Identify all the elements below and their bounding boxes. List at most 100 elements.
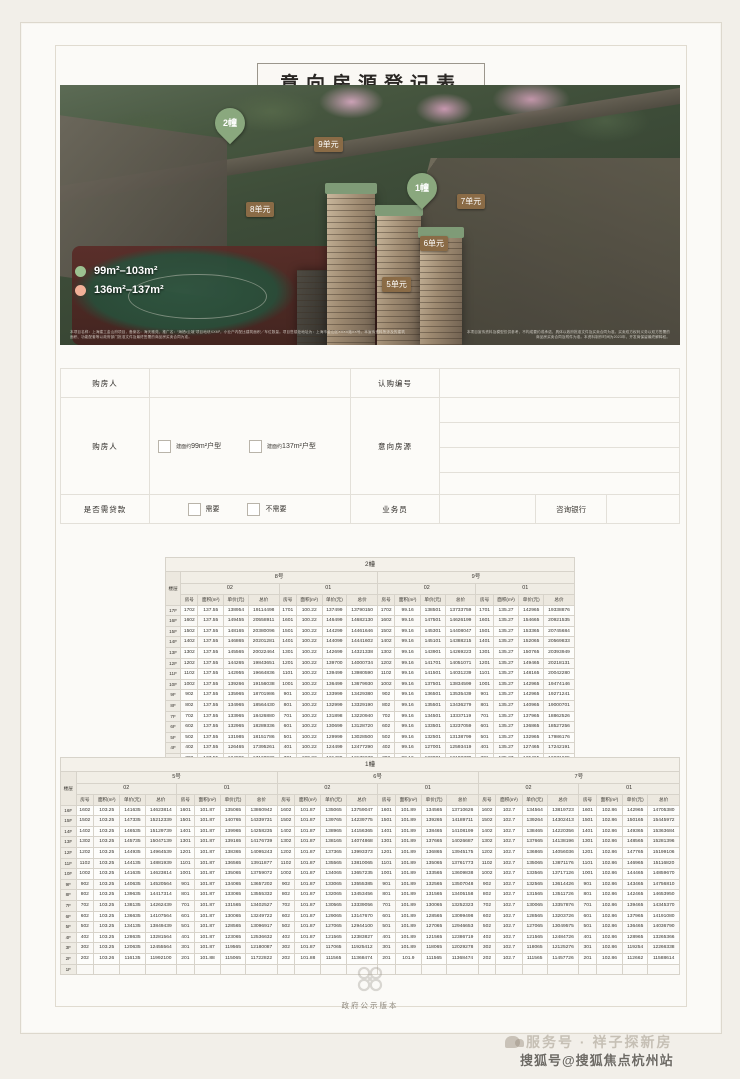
checkbox-option-137[interactable]: 建面约137m²户型 [249, 439, 316, 453]
data-cell: 702 [75, 899, 95, 912]
data-cell: 14220356 [546, 825, 580, 838]
floor-cell: 3F [60, 942, 77, 954]
unit-header: 8号 [180, 571, 379, 584]
checkbox-icon[interactable] [187, 502, 201, 516]
data-cell: 13203726 [546, 910, 580, 923]
intent-line[interactable] [440, 448, 679, 473]
intent-line[interactable] [440, 473, 679, 497]
building-header: 1幢 [60, 757, 680, 772]
data-cell: 13945175 [446, 846, 479, 859]
data-cell: 1401 [278, 636, 297, 648]
floor-cell: 16F [164, 615, 182, 627]
data-cell: 1202 [377, 657, 396, 670]
table-row: 11F 1102 103.25 144135 14881939 1101 101.87 136… [60, 857, 680, 870]
data-cell: 140765 [219, 815, 247, 827]
data-cell: 135065 [521, 857, 548, 870]
data-cell: 15116820 [647, 857, 680, 870]
intent-line[interactable] [440, 423, 679, 448]
data-cell: 14189711 [446, 815, 479, 827]
checkbox-icon[interactable] [247, 502, 261, 516]
field-buyer-name[interactable] [149, 368, 351, 398]
data-cell: 15281396 [647, 836, 680, 848]
table-row: 12F 1202 137.55 144265 19843651 1201 100.22 139… [164, 657, 575, 670]
data-cell: 102.7 [495, 899, 523, 912]
data-cell: 14000734 [346, 657, 379, 670]
data-cell: 137.55 [197, 657, 225, 670]
table-row: 7F 702 103.25 138135 14262439 701 101.87 131565… [60, 899, 680, 912]
price-table-building-2: 2幢 楼层 8号 9号 02 01 02 01 房号 面积(m²) 单价(元) 总价 房号 面积(m²) 单… [164, 557, 575, 786]
data-cell: 100.22 [295, 615, 323, 627]
data-cell: 14964539 [144, 846, 178, 859]
data-cell: 131985 [223, 731, 249, 744]
column-header: 面积(m²) [492, 594, 520, 606]
data-cell: 100.22 [295, 625, 323, 638]
field-consult-bank[interactable] [606, 495, 679, 523]
column-header: 单价(元) [521, 794, 548, 806]
table-row: 4F 402 137.55 126465 17395261 401 100.22 124499… [164, 742, 575, 754]
label-agent: 业务员 [350, 494, 440, 524]
data-cell: 138501 [419, 604, 446, 617]
floor-cell: 5F [164, 731, 182, 744]
checkbox-loan-yes[interactable]: 需要 [187, 502, 222, 516]
data-cell: 12029278 [446, 942, 479, 954]
data-cell: 801 [475, 699, 494, 712]
data-cell: 102.86 [595, 836, 624, 848]
data-cell: 142965 [518, 678, 545, 691]
field-agent-name[interactable] [440, 495, 537, 523]
data-cell: 13147670 [345, 910, 379, 923]
data-cell: 20042280 [543, 668, 575, 680]
data-cell: 137499 [321, 604, 348, 617]
data-cell: 103.25 [93, 836, 121, 848]
data-cell: 13405158 [446, 889, 479, 901]
floor-cell: 9F [60, 878, 77, 891]
data-cell: 13819723 [546, 804, 580, 817]
data-cell: 99.16 [394, 646, 421, 659]
column-header: 房号 [477, 794, 497, 806]
data-cell: 802 [477, 889, 497, 901]
data-cell: 145735 [119, 836, 146, 848]
checkbox-icon[interactable] [158, 439, 172, 453]
table-row: 17F 1702 137.55 138954 19114498 1701 100.22 137… [164, 604, 575, 617]
intent-line[interactable] [440, 398, 679, 423]
field-order-no[interactable] [439, 368, 680, 398]
data-cell: 13402527 [245, 899, 278, 912]
data-cell: 18426880 [247, 710, 280, 723]
data-cell: 142965 [518, 689, 545, 701]
data-cell: 100.22 [295, 721, 323, 733]
data-cell: 1202 [75, 846, 95, 859]
checkbox-loan-no[interactable]: 不需要 [247, 502, 286, 516]
data-cell: 135965 [223, 689, 249, 701]
data-cell: 13220940 [346, 710, 379, 723]
data-cell: 130065 [219, 910, 247, 923]
data-cell: 139700 [321, 657, 348, 670]
data-cell: 99.16 [394, 636, 421, 648]
data-cell: 100.22 [295, 668, 323, 680]
data-cell: 20218131 [543, 657, 575, 670]
data-cell: 137.55 [197, 604, 225, 617]
data-cell: 14138196 [546, 836, 580, 848]
unit-type-text: 99m²户型 [191, 442, 222, 450]
column-header: 单价(元) [219, 794, 247, 806]
data-cell: 102.7 [495, 931, 523, 944]
data-cell: 150765 [518, 646, 545, 659]
column-header: 面积(m²) [495, 794, 523, 806]
data-cell: 135.27 [492, 646, 520, 659]
field-intent-units[interactable] [439, 397, 680, 497]
data-cell [245, 963, 278, 976]
label-order-no: 认购编号 [350, 368, 440, 398]
data-cell: 1301 [475, 646, 494, 659]
data-cell: 13710626 [446, 804, 479, 817]
data-cell: 102.7 [495, 910, 523, 923]
data-cell: 14881939 [144, 857, 178, 870]
data-cell: 1202 [276, 846, 296, 859]
table-row: 16F 1602 137.55 149455 20558911 1601 100.22 146… [164, 615, 575, 627]
label-buyer: 购房人 [60, 368, 150, 398]
data-cell: 137665 [521, 836, 548, 848]
data-cell: 129999 [321, 731, 348, 744]
checkbox-icon[interactable] [249, 439, 263, 453]
data-cell: 101.87 [294, 804, 322, 817]
data-cell: 149465 [518, 657, 545, 670]
checkbox-option-99[interactable]: 建面约99m²户型 [158, 439, 223, 453]
watermark-wechat-text: 服务号 · 祥子探新房 [526, 1034, 673, 1050]
column-header: 单价(元) [420, 794, 448, 806]
